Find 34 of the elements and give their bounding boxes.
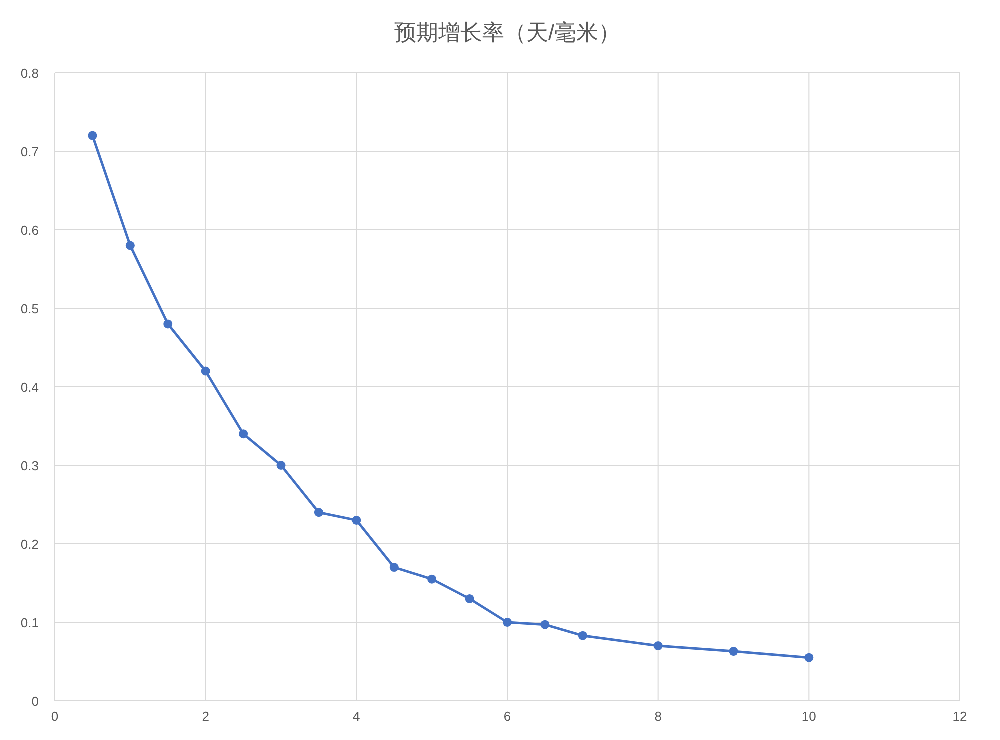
point — [201, 366, 210, 376]
y-tick-label: 0.7 — [20, 144, 39, 160]
point — [503, 618, 512, 627]
point — [428, 574, 437, 584]
point — [88, 131, 98, 140]
x-tick-label: 4 — [353, 709, 360, 724]
y-tick-label: 0 — [32, 694, 39, 709]
point — [654, 642, 663, 651]
point — [804, 653, 814, 662]
x-tick-label: 12 — [952, 709, 968, 724]
point — [465, 594, 474, 604]
x-tick-label: 6 — [504, 709, 512, 724]
point — [390, 563, 399, 572]
y-tick-label: 0.8 — [20, 66, 39, 81]
y-tick-label: 0.4 — [20, 380, 39, 395]
x-tick-label: 2 — [202, 709, 210, 724]
point — [164, 320, 173, 329]
chart-title: 预期增长率（天/毫米） — [394, 20, 621, 45]
x-tick-label: 8 — [654, 709, 662, 724]
y-tick-label: 0.1 — [20, 616, 39, 630]
x-tick-label: 10 — [802, 709, 816, 724]
point — [314, 508, 324, 518]
point — [276, 461, 286, 470]
point — [578, 631, 588, 640]
point — [729, 647, 738, 656]
point — [126, 241, 135, 250]
point — [540, 620, 550, 630]
y-tick-label: 0.2 — [20, 537, 39, 552]
y-tick-label: 0.6 — [20, 223, 39, 238]
point — [352, 516, 362, 525]
point — [239, 430, 248, 439]
y-tick-label: 0.3 — [20, 458, 39, 474]
x-tick-label: 0 — [51, 709, 59, 724]
y-tick-label: 0.5 — [20, 302, 39, 316]
